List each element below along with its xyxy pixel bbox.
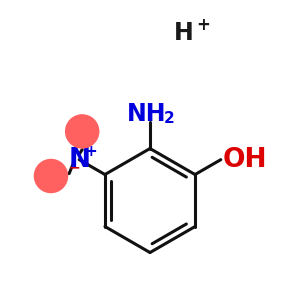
Text: O: O [42,166,60,186]
Circle shape [65,114,99,149]
Text: −: − [69,161,81,175]
Text: O: O [74,122,91,141]
Text: OH: OH [222,147,267,173]
Text: +: + [196,16,210,34]
Text: H: H [174,21,194,45]
Text: 2: 2 [164,111,175,126]
Text: +: + [84,144,97,159]
Text: N: N [68,147,90,173]
Text: NH: NH [127,102,167,126]
Circle shape [34,159,68,193]
